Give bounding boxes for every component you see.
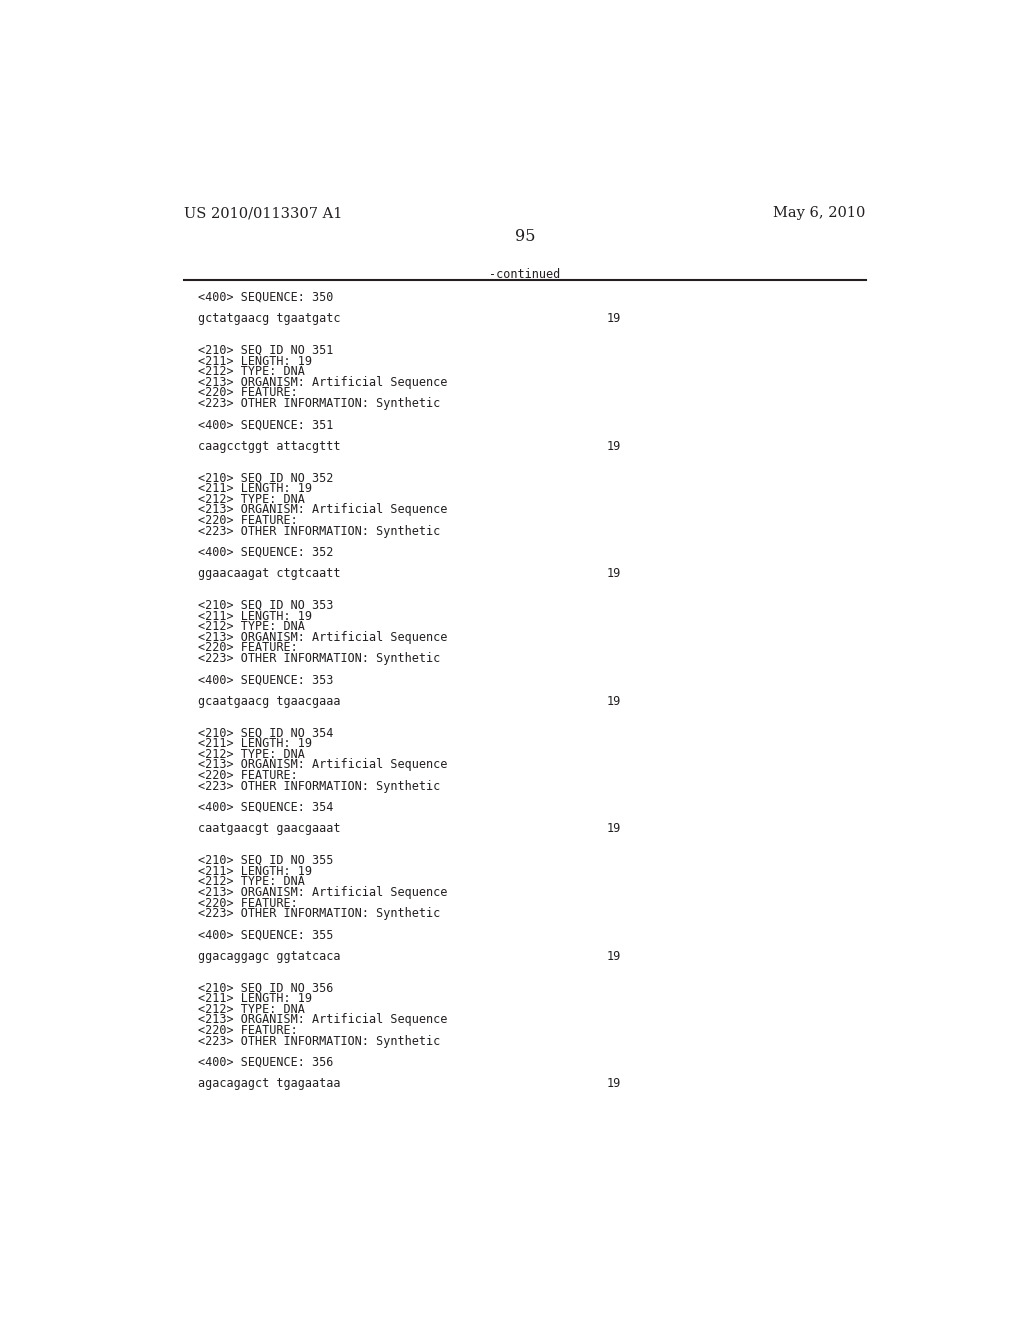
Text: May 6, 2010: May 6, 2010 <box>773 206 866 220</box>
Text: <212> TYPE: DNA: <212> TYPE: DNA <box>198 492 304 506</box>
Text: <400> SEQUENCE: 352: <400> SEQUENCE: 352 <box>198 546 333 558</box>
Text: 19: 19 <box>607 568 622 579</box>
Text: 19: 19 <box>607 312 622 325</box>
Text: <223> OTHER INFORMATION: Synthetic: <223> OTHER INFORMATION: Synthetic <box>198 397 440 411</box>
Text: gctatgaacg tgaatgatc: gctatgaacg tgaatgatc <box>198 312 340 325</box>
Text: -continued: -continued <box>489 268 560 281</box>
Text: <400> SEQUENCE: 356: <400> SEQUENCE: 356 <box>198 1056 333 1069</box>
Text: <223> OTHER INFORMATION: Synthetic: <223> OTHER INFORMATION: Synthetic <box>198 907 440 920</box>
Text: <211> LENGTH: 19: <211> LENGTH: 19 <box>198 482 311 495</box>
Text: gcaatgaacg tgaacgaaa: gcaatgaacg tgaacgaaa <box>198 694 340 708</box>
Text: <220> FEATURE:: <220> FEATURE: <box>198 896 298 909</box>
Text: 19: 19 <box>607 822 622 836</box>
Text: <212> TYPE: DNA: <212> TYPE: DNA <box>198 747 304 760</box>
Text: <210> SEQ ID NO 355: <210> SEQ ID NO 355 <box>198 854 333 867</box>
Text: <210> SEQ ID NO 354: <210> SEQ ID NO 354 <box>198 726 333 739</box>
Text: <220> FEATURE:: <220> FEATURE: <box>198 1024 298 1038</box>
Text: <223> OTHER INFORMATION: Synthetic: <223> OTHER INFORMATION: Synthetic <box>198 652 440 665</box>
Text: 19: 19 <box>607 694 622 708</box>
Text: <212> TYPE: DNA: <212> TYPE: DNA <box>198 875 304 888</box>
Text: <220> FEATURE:: <220> FEATURE: <box>198 387 298 400</box>
Text: <211> LENGTH: 19: <211> LENGTH: 19 <box>198 737 311 750</box>
Text: US 2010/0113307 A1: US 2010/0113307 A1 <box>183 206 342 220</box>
Text: 19: 19 <box>607 440 622 453</box>
Text: <223> OTHER INFORMATION: Synthetic: <223> OTHER INFORMATION: Synthetic <box>198 524 440 537</box>
Text: <210> SEQ ID NO 352: <210> SEQ ID NO 352 <box>198 471 333 484</box>
Text: <210> SEQ ID NO 351: <210> SEQ ID NO 351 <box>198 345 333 356</box>
Text: <400> SEQUENCE: 355: <400> SEQUENCE: 355 <box>198 928 333 941</box>
Text: <210> SEQ ID NO 356: <210> SEQ ID NO 356 <box>198 982 333 994</box>
Text: <211> LENGTH: 19: <211> LENGTH: 19 <box>198 355 311 367</box>
Text: <400> SEQUENCE: 351: <400> SEQUENCE: 351 <box>198 418 333 432</box>
Text: <400> SEQUENCE: 354: <400> SEQUENCE: 354 <box>198 801 333 814</box>
Text: <211> LENGTH: 19: <211> LENGTH: 19 <box>198 993 311 1005</box>
Text: <400> SEQUENCE: 353: <400> SEQUENCE: 353 <box>198 673 333 686</box>
Text: <212> TYPE: DNA: <212> TYPE: DNA <box>198 1003 304 1016</box>
Text: <220> FEATURE:: <220> FEATURE: <box>198 642 298 655</box>
Text: <211> LENGTH: 19: <211> LENGTH: 19 <box>198 610 311 623</box>
Text: <213> ORGANISM: Artificial Sequence: <213> ORGANISM: Artificial Sequence <box>198 376 447 389</box>
Text: ggacaggagc ggtatcaca: ggacaggagc ggtatcaca <box>198 949 340 962</box>
Text: caatgaacgt gaacgaaat: caatgaacgt gaacgaaat <box>198 822 340 836</box>
Text: <400> SEQUENCE: 350: <400> SEQUENCE: 350 <box>198 290 333 304</box>
Text: caagcctggt attacgttt: caagcctggt attacgttt <box>198 440 340 453</box>
Text: <213> ORGANISM: Artificial Sequence: <213> ORGANISM: Artificial Sequence <box>198 1014 447 1027</box>
Text: <220> FEATURE:: <220> FEATURE: <box>198 513 298 527</box>
Text: <213> ORGANISM: Artificial Sequence: <213> ORGANISM: Artificial Sequence <box>198 759 447 771</box>
Text: <211> LENGTH: 19: <211> LENGTH: 19 <box>198 865 311 878</box>
Text: agacagagct tgagaataa: agacagagct tgagaataa <box>198 1077 340 1090</box>
Text: 19: 19 <box>607 949 622 962</box>
Text: <213> ORGANISM: Artificial Sequence: <213> ORGANISM: Artificial Sequence <box>198 886 447 899</box>
Text: <220> FEATURE:: <220> FEATURE: <box>198 770 298 781</box>
Text: <210> SEQ ID NO 353: <210> SEQ ID NO 353 <box>198 599 333 612</box>
Text: 19: 19 <box>607 1077 622 1090</box>
Text: ggaacaagat ctgtcaatt: ggaacaagat ctgtcaatt <box>198 568 340 579</box>
Text: <223> OTHER INFORMATION: Synthetic: <223> OTHER INFORMATION: Synthetic <box>198 780 440 792</box>
Text: <213> ORGANISM: Artificial Sequence: <213> ORGANISM: Artificial Sequence <box>198 631 447 644</box>
Text: 95: 95 <box>514 227 536 244</box>
Text: <213> ORGANISM: Artificial Sequence: <213> ORGANISM: Artificial Sequence <box>198 503 447 516</box>
Text: <223> OTHER INFORMATION: Synthetic: <223> OTHER INFORMATION: Synthetic <box>198 1035 440 1048</box>
Text: <212> TYPE: DNA: <212> TYPE: DNA <box>198 620 304 634</box>
Text: <212> TYPE: DNA: <212> TYPE: DNA <box>198 366 304 379</box>
